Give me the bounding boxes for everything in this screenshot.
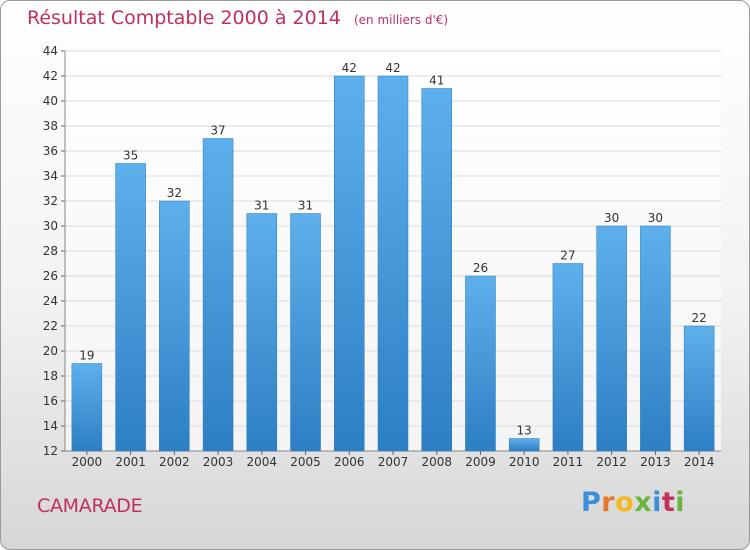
data-label: 30 [604, 211, 619, 225]
y-tick-label: 24 [43, 294, 58, 308]
x-tick-label: 2006 [334, 455, 365, 469]
bar [334, 75, 365, 452]
y-tick-label: 44 [43, 44, 58, 58]
data-label: 42 [342, 61, 357, 75]
data-label: 35 [123, 149, 138, 163]
data-label: 27 [560, 249, 575, 263]
x-tick-label: 2010 [509, 455, 540, 469]
y-tick-label: 38 [43, 119, 58, 133]
title-row: Résultat Comptable 2000 à 2014 (en milli… [27, 7, 448, 29]
bar [596, 225, 627, 452]
data-label: 42 [385, 61, 400, 75]
bar [552, 263, 584, 452]
bar [246, 213, 278, 452]
bar [465, 275, 496, 452]
data-label: 22 [691, 311, 706, 325]
x-tick-label: 2000 [72, 455, 103, 469]
y-tick-label: 28 [43, 244, 58, 258]
data-label: 37 [210, 124, 225, 138]
data-label: 30 [648, 211, 663, 225]
x-tick-label: 2007 [378, 455, 409, 469]
y-tick-label: 14 [43, 419, 58, 433]
bar [683, 325, 715, 452]
x-tick-label: 2014 [684, 455, 715, 469]
bar [640, 225, 671, 452]
data-label: 31 [298, 199, 313, 213]
x-tick-label: 2013 [640, 455, 671, 469]
x-tick-label: 2001 [115, 455, 146, 469]
bar [421, 88, 452, 452]
y-tick-label: 36 [43, 144, 58, 158]
bar [290, 213, 321, 452]
bar [508, 438, 540, 452]
y-tick-label: 32 [43, 194, 58, 208]
y-tick-label: 20 [43, 344, 58, 358]
y-tick-label: 30 [43, 219, 58, 233]
chart-unit: (en milliers d'€) [353, 13, 449, 27]
data-label: 41 [429, 74, 444, 88]
x-tick-label: 2003 [203, 455, 234, 469]
x-tick-label: 2004 [247, 455, 278, 469]
y-tick-label: 16 [43, 394, 58, 408]
x-tick-label: 2008 [421, 455, 452, 469]
bar [71, 363, 103, 452]
x-tick-label: 2011 [553, 455, 584, 469]
y-tick-label: 12 [43, 444, 58, 458]
data-label: 26 [473, 261, 488, 275]
data-label: 31 [254, 199, 269, 213]
y-tick-label: 42 [43, 69, 58, 83]
x-tick-label: 2002 [159, 455, 190, 469]
proxiti-logo: Proxiti [581, 487, 686, 518]
y-tick-label: 18 [43, 369, 58, 383]
data-label: 19 [79, 349, 94, 363]
x-tick-label: 2009 [465, 455, 496, 469]
bar [202, 138, 234, 452]
bar [377, 75, 409, 452]
bar [115, 163, 146, 452]
y-tick-label: 40 [43, 94, 58, 108]
y-tick-label: 34 [43, 169, 58, 183]
x-tick-label: 2005 [290, 455, 321, 469]
data-label: 32 [167, 186, 182, 200]
x-tick-label: 2012 [596, 455, 627, 469]
bar [159, 200, 190, 452]
y-tick-label: 22 [43, 319, 58, 333]
data-label: 13 [517, 424, 532, 438]
chart-title: Résultat Comptable 2000 à 2014 [27, 7, 341, 29]
commune-name: CAMARADE [37, 495, 143, 517]
y-tick-label: 26 [43, 269, 58, 283]
